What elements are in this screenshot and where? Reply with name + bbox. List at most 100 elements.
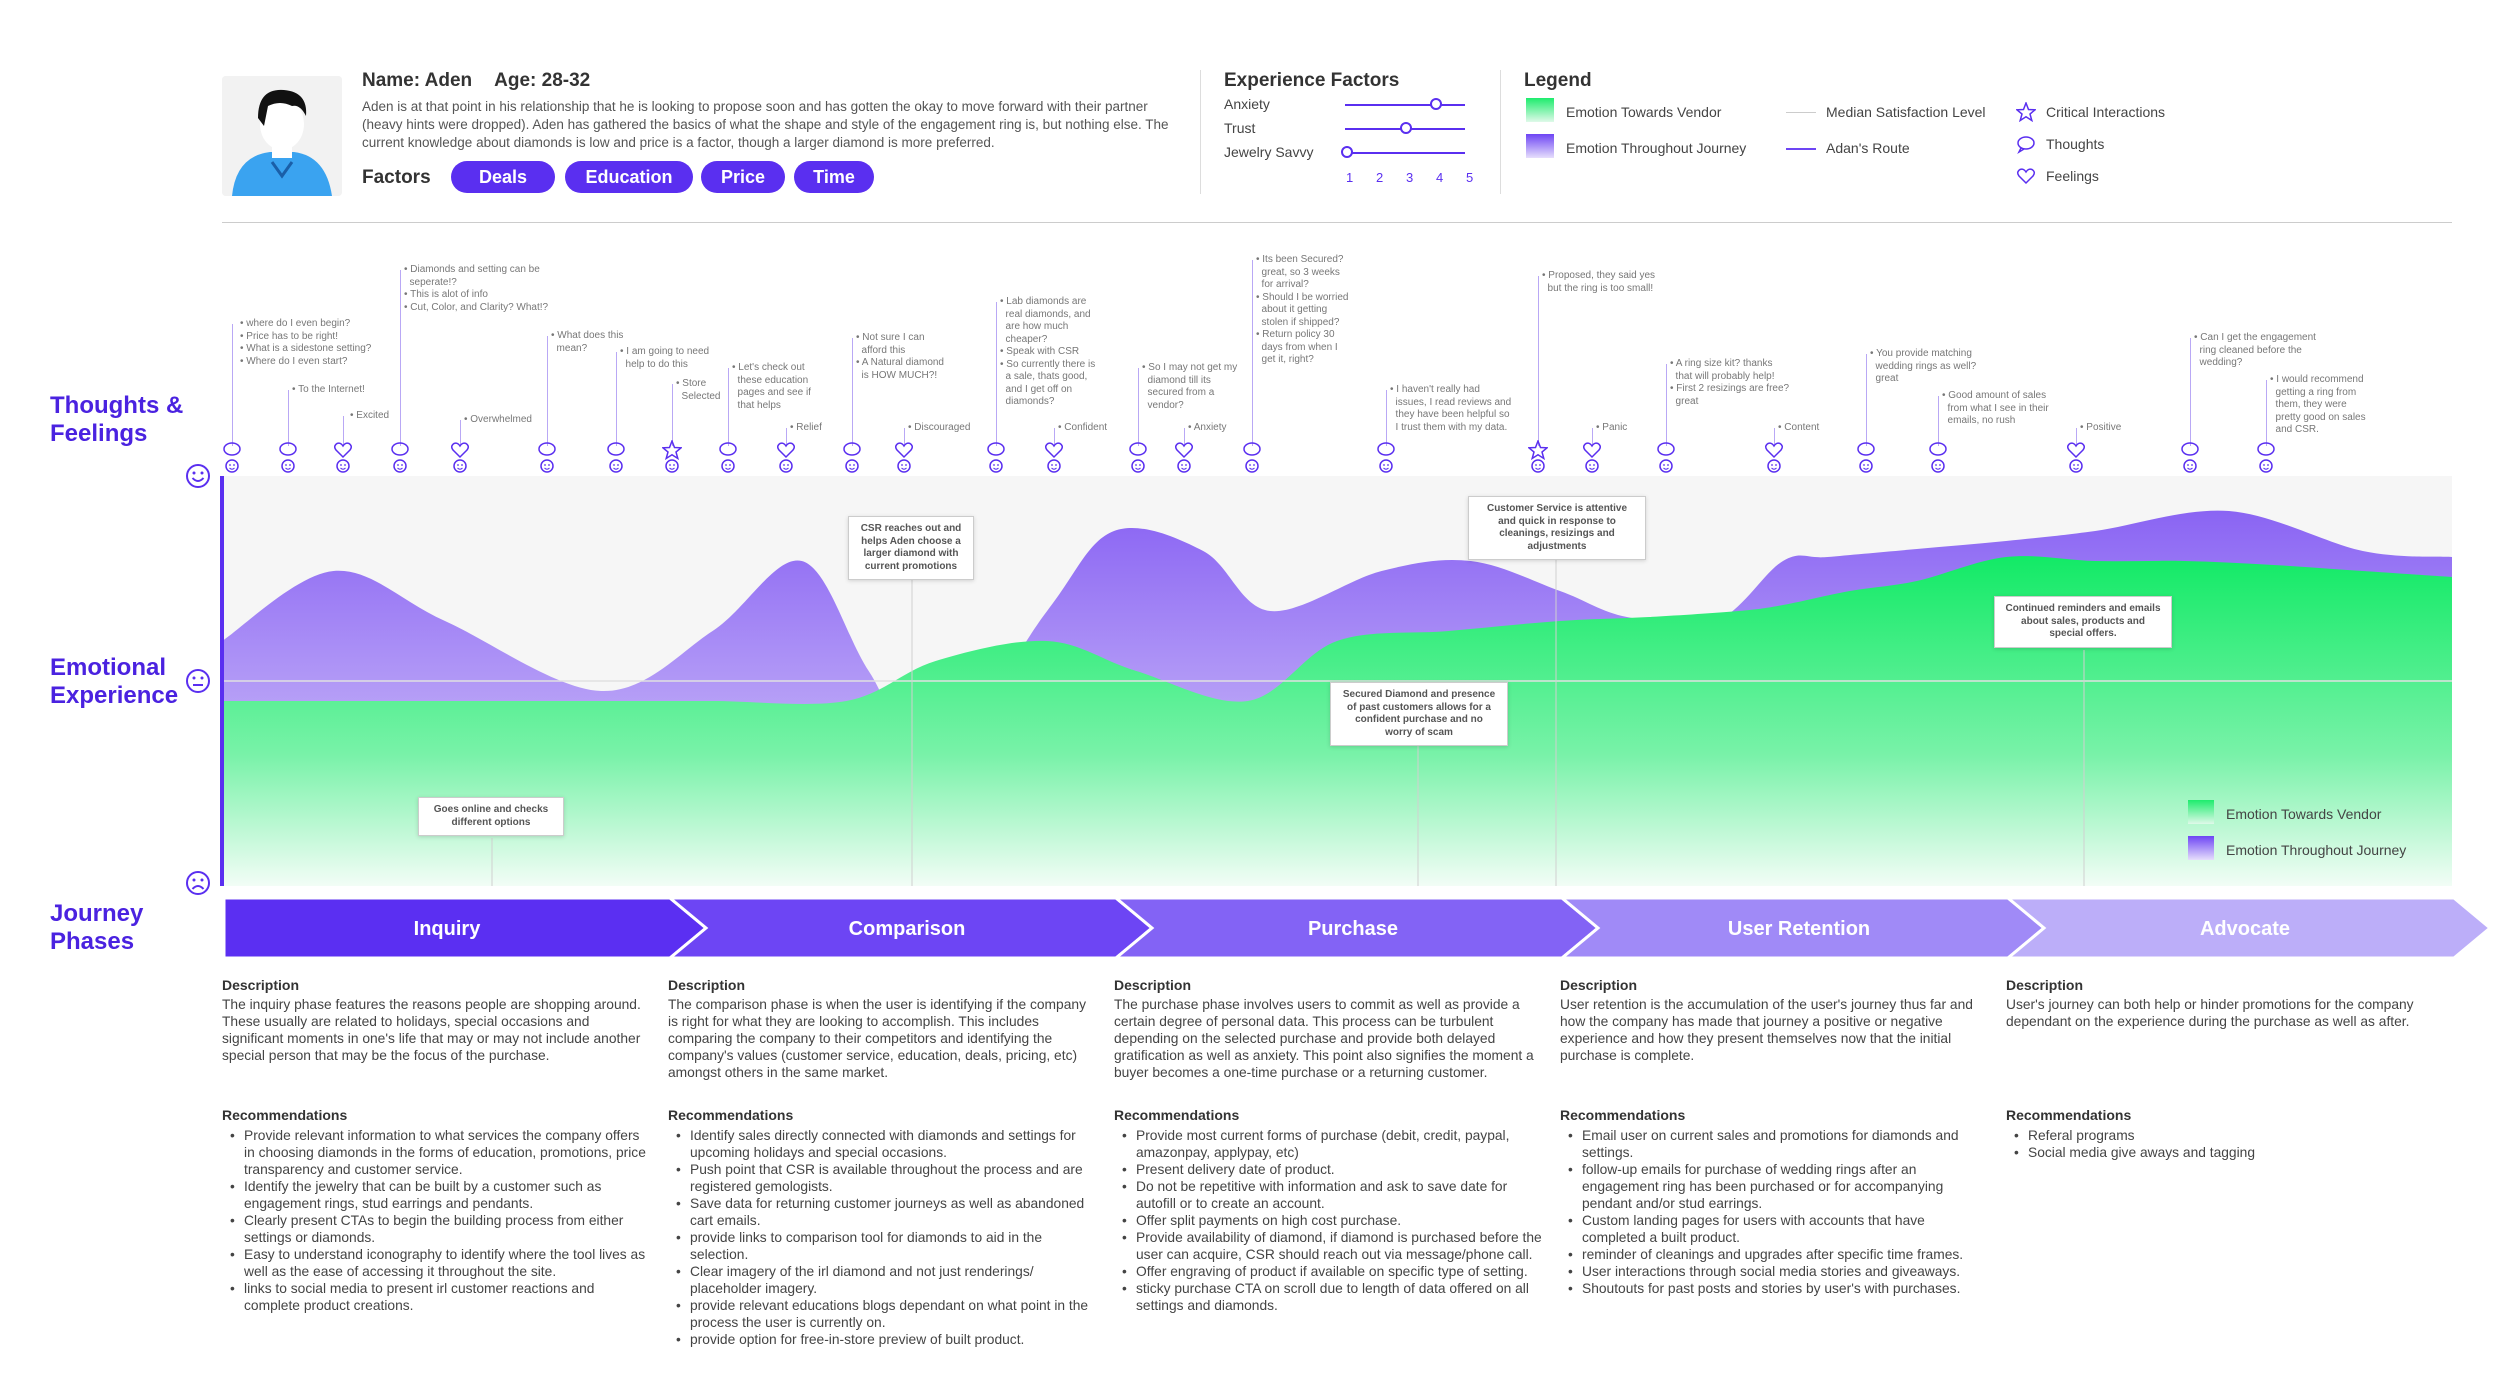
phase-column-advocate: Description User's journey can both help … — [2006, 977, 2436, 1161]
recommendation-item: Provide relevant information to what ser… — [222, 1127, 652, 1178]
thought-connector — [786, 428, 787, 446]
recommendation-item: Provide availability of diamond, if diam… — [1114, 1229, 1544, 1263]
recommendation-item: Do not be repetitive with information an… — [1114, 1178, 1544, 1212]
thought-note: • Let's check out these education pages … — [732, 362, 811, 411]
legend-journey-label: Emotion Throughout Journey — [1566, 140, 1747, 156]
thought-bubble-icon — [1377, 442, 1395, 473]
section-thoughts-feelings: Thoughts & Feelings — [50, 392, 184, 447]
thought-bubble-icon — [607, 442, 625, 473]
phase-label: User Retention — [1728, 918, 1870, 940]
phase-column-user-retention: Description User retention is the accumul… — [1560, 977, 1990, 1297]
recommendation-item: Push point that CSR is available through… — [668, 1161, 1098, 1195]
thought-connector — [547, 336, 548, 446]
recommendation-item: Easy to understand iconography to identi… — [222, 1246, 652, 1280]
legend-route-line — [1786, 148, 1816, 150]
legend-feelings-label: Feelings — [2046, 168, 2099, 184]
header-divider — [1200, 70, 1201, 194]
recommendations-heading: Recommendations — [668, 1107, 794, 1123]
happy-face-icon — [186, 464, 210, 488]
thought-bubble-icon — [538, 442, 556, 473]
thought-note: • Panic — [1596, 422, 1628, 433]
thought-bubble-icon — [2181, 442, 2199, 473]
ef-anxiety-knob — [1430, 98, 1442, 110]
recommendation-item: provide option for free-in-store preview… — [668, 1331, 1098, 1348]
persona-name: Name: Aden — [362, 70, 473, 91]
feeling-heart-icon — [1582, 442, 1602, 473]
heart-icon — [2016, 168, 2036, 185]
ef-scale-5: 5 — [1466, 170, 1474, 185]
thought-bubble-icon — [1243, 442, 1261, 473]
thought-bubble-icon — [1129, 442, 1147, 473]
factor-pill-time: Time — [794, 161, 874, 193]
factor-pill-deals: Deals — [451, 161, 555, 193]
recommendations-list: Provide most current forms of purchase (… — [1114, 1127, 1544, 1314]
persona-age: Age: 28-32 — [494, 70, 591, 91]
thought-note: • Not sure I can afford this • A Natural… — [856, 332, 944, 381]
thought-connector — [2076, 428, 2077, 446]
recommendation-item: Referal programs — [2006, 1127, 2436, 1144]
recommendation-item: Clearly present CTAs to begin the buildi… — [222, 1212, 652, 1246]
phase-label: Purchase — [1308, 918, 1398, 940]
callout-customer-service: Customer Service is attentive and quick … — [1468, 496, 1646, 560]
phase-arrows: Inquiry Comparison Purchase User Retention A… — [222, 896, 2493, 960]
star-icon — [2016, 102, 2036, 122]
ef-trust-label: Trust — [1224, 120, 1256, 136]
description-text: User's journey can both help or hinder p… — [2006, 997, 2414, 1029]
description-heading: Description — [222, 977, 300, 993]
thought-bubble-icon — [987, 442, 1005, 473]
thought-connector — [852, 338, 853, 446]
thought-note: • Can I get the engagement ring cleaned … — [2194, 332, 2316, 368]
thought-bubble-icon — [1929, 442, 1947, 473]
thought-note: • Excited — [350, 410, 390, 421]
persona-name-age: Name: Aden Age: 28-32 — [362, 70, 612, 92]
factor-pill-education: Education — [565, 161, 693, 193]
recommendation-item: sticky purchase CTA on scroll due to len… — [1114, 1280, 1544, 1314]
thought-connector — [616, 352, 617, 446]
thought-connector — [343, 416, 344, 446]
persona-avatar — [222, 76, 342, 196]
ef-trust-knob — [1400, 122, 1412, 134]
section-emotional-experience: Emotional Experience — [50, 654, 179, 709]
recommendation-item: Custom landing pages for users with acco… — [1560, 1212, 1990, 1246]
thought-note: • Content — [1778, 422, 1820, 433]
neutral-face-icon — [186, 669, 210, 693]
critical-star-icon — [662, 440, 682, 473]
recommendation-item: reminder of cleanings and upgrades after… — [1560, 1246, 1990, 1263]
callout-goes-online: Goes online and checks different options — [418, 797, 564, 836]
legend-median-label: Median Satisfaction Level — [1826, 104, 1986, 120]
phase-column-comparison: Description The comparison phase is when … — [668, 977, 1098, 1348]
recommendations-heading: Recommendations — [222, 1107, 348, 1123]
recommendation-item: links to social media to present irl cus… — [222, 1280, 652, 1314]
thought-connector — [1938, 396, 1939, 446]
ef-scale-3: 3 — [1406, 170, 1414, 185]
legend-route-label: Adan's Route — [1826, 140, 1910, 156]
thought-note: • So I may not get my diamond till its s… — [1142, 362, 1238, 411]
recommendations-list: Referal programsSocial media give aways … — [2006, 1127, 2436, 1161]
persona-description: Aden is at that point in his relationshi… — [362, 99, 1169, 150]
recommendation-item: Shoutouts for past posts and stories by … — [1560, 1280, 1990, 1297]
recommendation-item: Clear imagery of the irl diamond and not… — [668, 1263, 1098, 1297]
recommendation-item: Present delivery date of product. — [1114, 1161, 1544, 1178]
phase-label: Advocate — [2200, 918, 2290, 940]
thought-note: • To the Internet! — [292, 384, 365, 395]
emotion-chart — [220, 476, 2452, 886]
thought-connector — [2266, 380, 2267, 446]
chart-legend-journey-label: Emotion Throughout Journey — [2226, 842, 2407, 858]
thought-bubble-icon — [719, 442, 737, 473]
section-journey-phases: Journey Phases — [50, 900, 144, 955]
thought-connector — [1774, 428, 1775, 446]
feeling-heart-icon — [333, 442, 353, 473]
recommendations-list: Provide relevant information to what ser… — [222, 1127, 652, 1314]
callout-csr-reaches-out: CSR reaches out and helps Aden choose a … — [848, 516, 974, 580]
persona-avatar-illustration — [222, 76, 342, 196]
ef-scale-2: 2 — [1376, 170, 1384, 185]
phase-column-inquiry: Description The inquiry phase features th… — [222, 977, 652, 1313]
description-heading: Description — [1560, 977, 1638, 993]
thought-connector — [1666, 364, 1667, 446]
critical-star-icon — [1528, 440, 1548, 473]
description-heading: Description — [1114, 977, 1192, 993]
thought-bubble-icon — [843, 442, 861, 473]
feeling-heart-icon — [894, 442, 914, 473]
thought-connector — [1054, 428, 1055, 446]
phase-column-purchase: Description The purchase phase involves u… — [1114, 977, 1544, 1313]
